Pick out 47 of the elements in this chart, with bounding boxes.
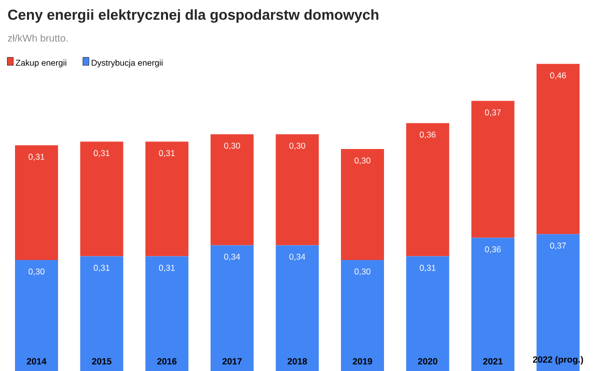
data-label: 0,31 — [158, 150, 175, 158]
data-label: 0,31 — [420, 264, 436, 272]
bar — [80, 142, 124, 256]
data-label: 0,34 — [289, 254, 306, 261]
data-label: 0,31 — [28, 154, 44, 161]
legend-label: Dystrybucja energii — [92, 60, 163, 68]
data-label: 0,30 — [354, 158, 370, 164]
bar — [406, 256, 450, 371]
bar — [80, 256, 124, 371]
bar — [340, 260, 384, 371]
chart-subtitle: zł/kWh brutto. — [8, 34, 68, 42]
bar — [145, 256, 188, 371]
bar — [210, 134, 254, 246]
bar — [471, 238, 514, 371]
bar — [276, 134, 319, 246]
bar — [536, 64, 580, 234]
data-label: 0,30 — [224, 142, 240, 150]
bar — [406, 123, 450, 256]
bar — [210, 245, 254, 371]
data-label: 0,36 — [420, 132, 436, 139]
x-tick-label: 2018 — [288, 358, 307, 364]
data-label: 0,30 — [354, 268, 370, 276]
bar — [15, 145, 58, 260]
bar — [145, 142, 188, 256]
data-label: 0,34 — [224, 254, 240, 261]
x-tick-label: 2015 — [92, 358, 112, 364]
bar — [15, 260, 58, 371]
x-tick-label: 2021 — [483, 358, 503, 364]
data-label: 0,46 — [550, 72, 566, 80]
x-tick-label: 2017 — [222, 358, 242, 364]
data-label: 0,30 — [28, 268, 44, 276]
bar — [276, 245, 319, 371]
data-label: 0,31 — [94, 150, 110, 158]
data-label: 0,30 — [289, 142, 306, 150]
data-label: 0,37 — [550, 242, 566, 250]
chart-title: Ceny energii elektrycznej dla gospodarstw domowych — [8, 9, 378, 23]
bar — [340, 149, 384, 260]
x-tick-label: 2019 — [352, 358, 372, 364]
legend-label: Zakup energii — [16, 60, 66, 68]
data-label: 0,31 — [94, 264, 110, 272]
data-label: 0,31 — [158, 264, 175, 272]
x-tick-label: 2014 — [26, 358, 46, 364]
bar — [471, 100, 514, 238]
data-label: 0,36 — [484, 246, 501, 254]
x-tick-label: 2020 — [418, 358, 438, 364]
data-label: 0,37 — [484, 109, 501, 116]
x-tick-label: 2016 — [157, 358, 177, 364]
